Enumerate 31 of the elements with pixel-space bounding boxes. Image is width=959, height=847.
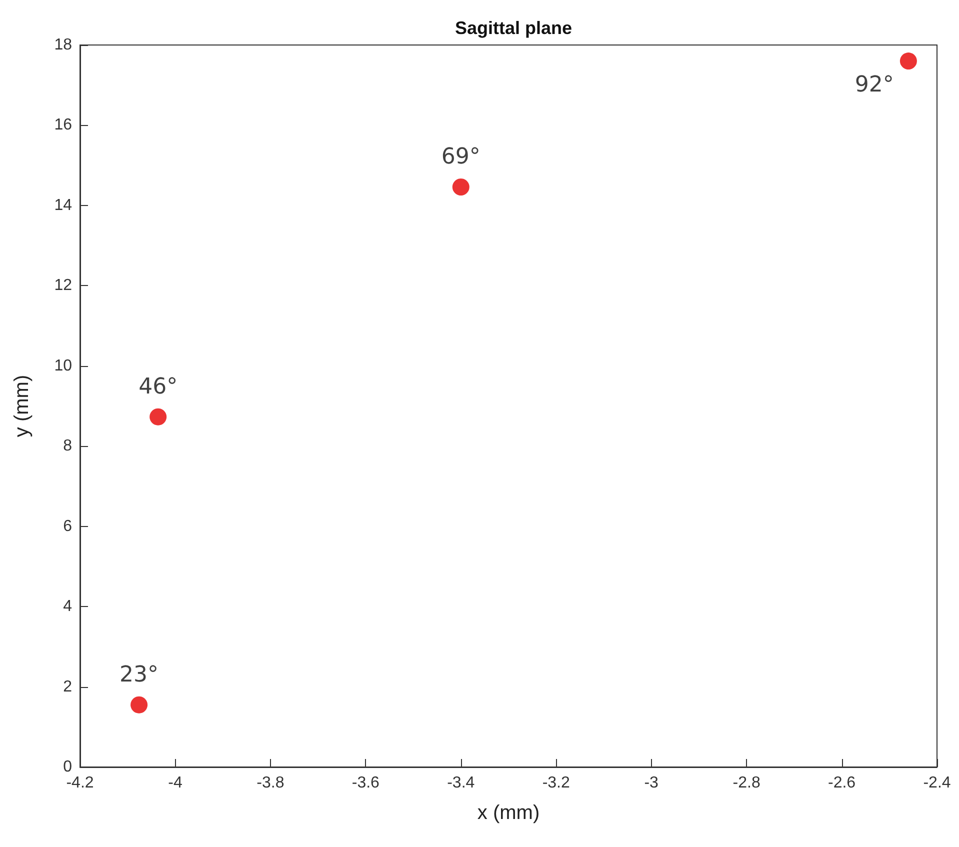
y-tick-label: 0 [63, 758, 72, 776]
x-tick-label: -2.6 [828, 774, 856, 792]
y-axis-title: y (mm) [11, 374, 33, 438]
y-tick-label: 2 [63, 678, 72, 696]
x-tick-label: -3.8 [256, 774, 284, 792]
point [900, 52, 917, 70]
x-tick-label: -3.6 [352, 774, 380, 792]
x-tick-label: -3.2 [542, 774, 570, 792]
point [130, 696, 148, 714]
y-tick-label: 18 [54, 36, 72, 54]
y-tick-label: 16 [54, 116, 72, 134]
x-tick-label: -2.8 [732, 774, 760, 792]
point [150, 408, 167, 426]
annotation: 46° [138, 374, 178, 400]
x-tick-label: -4.2 [66, 774, 94, 792]
y-tick-label: 14 [54, 196, 72, 214]
annotation: 92° [854, 72, 894, 98]
annotation: 69° [441, 144, 480, 170]
y-tick-label: 12 [54, 277, 72, 294]
y-tick-label: 10 [54, 357, 72, 374]
y-tick-label: 4 [63, 598, 72, 616]
chart-title: Sagittal plane [454, 18, 572, 38]
y-tick-label: 8 [63, 438, 72, 455]
x-tick-label: -3 [644, 774, 659, 792]
point [452, 178, 470, 196]
annotation: 23° [120, 662, 159, 688]
x-tick-label: -2.4 [923, 774, 951, 792]
y-tick-label: 6 [63, 518, 72, 535]
x-axis-title: x (mm) [477, 802, 540, 824]
x-tick-label: -4 [168, 774, 182, 792]
x-tick-label: -3.4 [447, 774, 475, 792]
